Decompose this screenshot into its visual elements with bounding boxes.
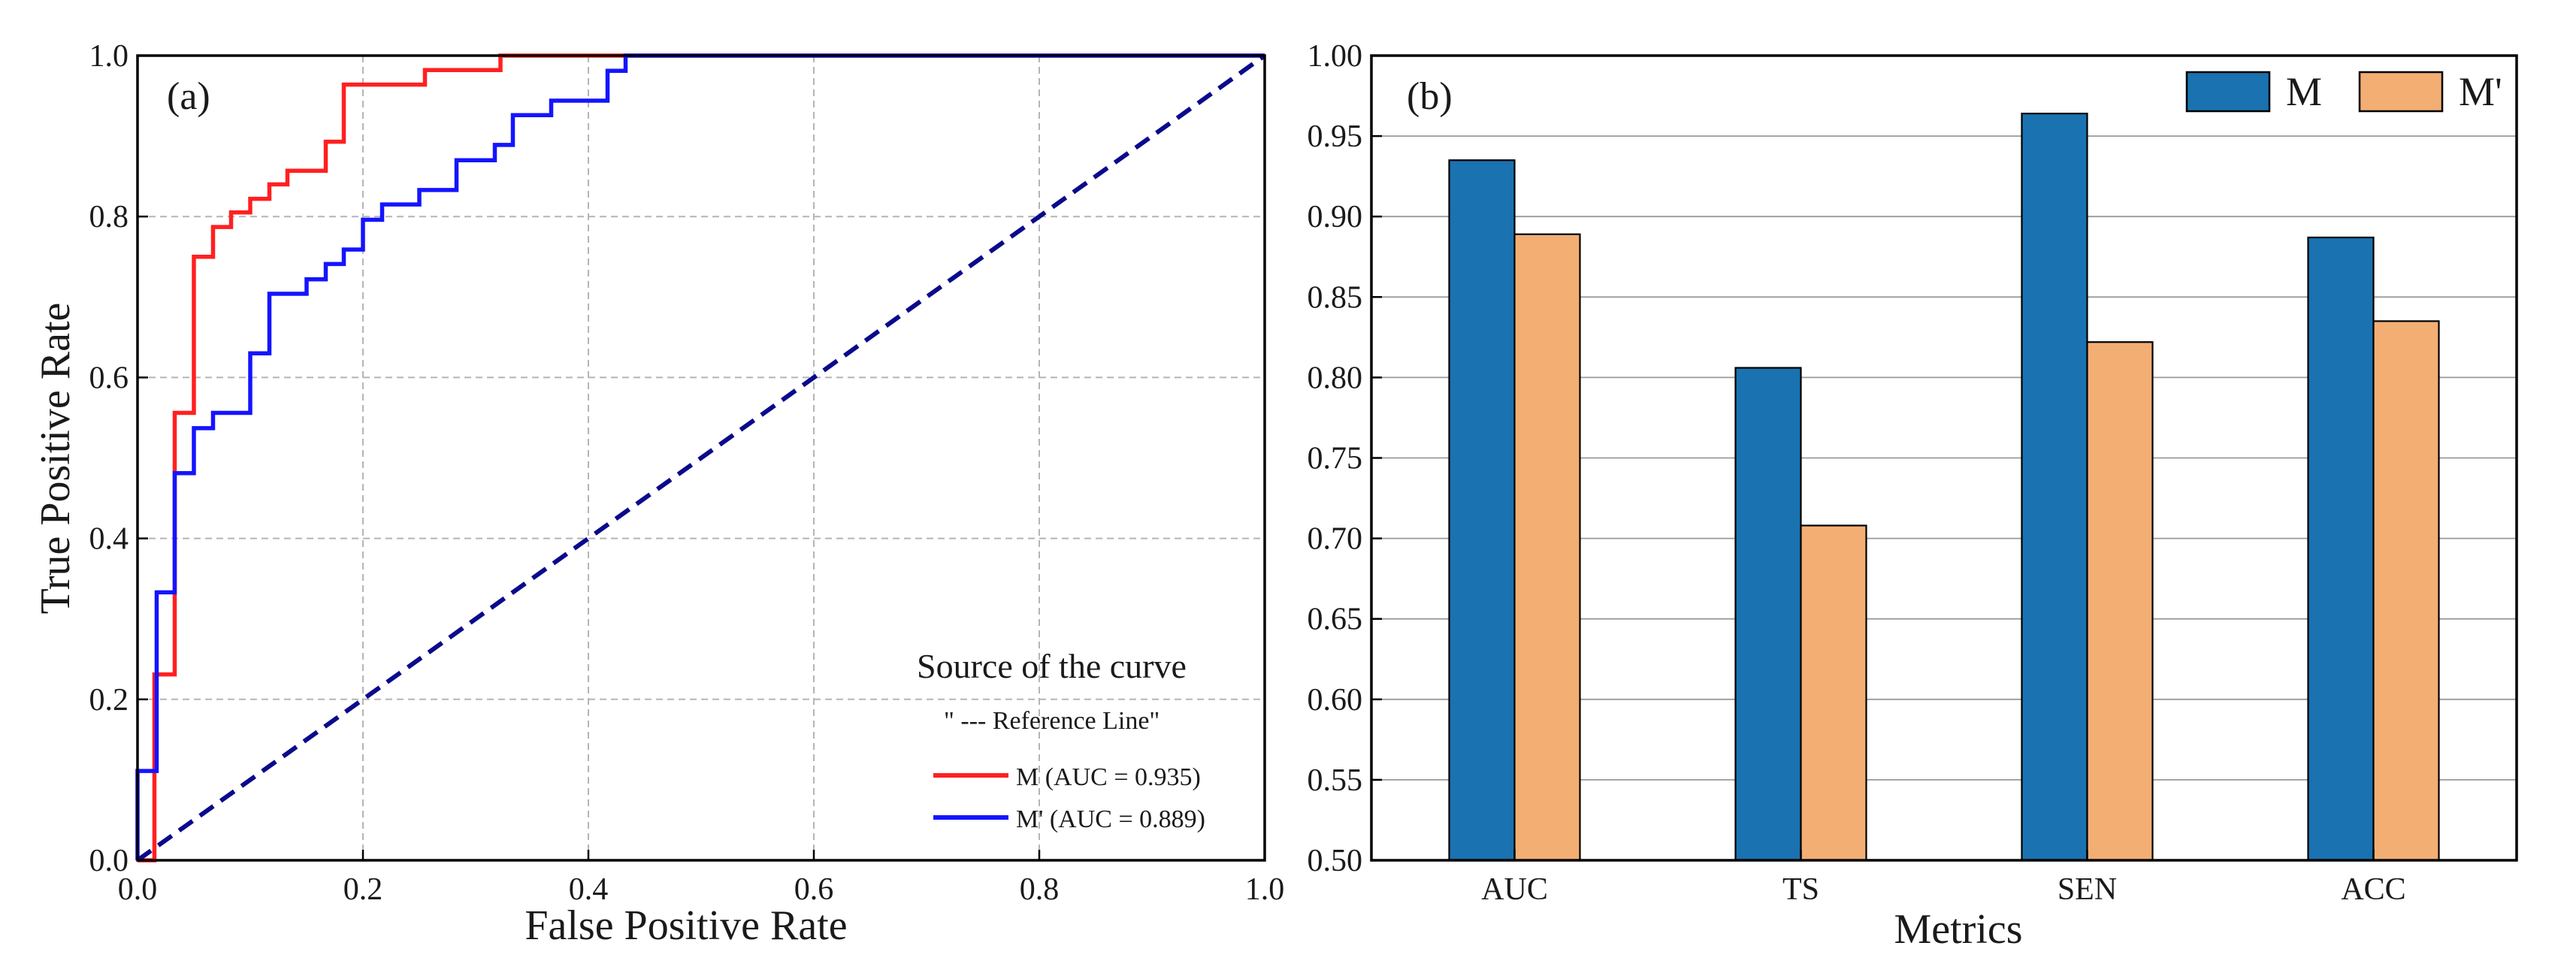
roc-legend-label-m: M (AUC = 0.935)	[1016, 763, 1201, 791]
roc-y-tick-label: 1.0	[89, 39, 129, 74]
roc-x-tick-label: 0.6	[794, 872, 834, 907]
bar-m-prime-ts	[1800, 524, 1867, 862]
bar-y-tick-label: 0.65	[1308, 603, 1363, 637]
roc-x-tick-label: 0.0	[118, 872, 158, 907]
bar-legend-swatch-m-prime	[2358, 71, 2444, 113]
bar-x-tick-label: AUC	[1481, 872, 1548, 907]
roc-x-axis-title: False Positive Rate	[525, 902, 847, 949]
roc-panel-label: (a)	[167, 75, 210, 118]
roc-y-tick-label: 0.6	[89, 361, 129, 395]
roc-y-axis-title: True Positive Rate	[32, 303, 79, 615]
bars	[1448, 113, 2440, 862]
roc-gridlines	[138, 56, 1265, 860]
roc-plot-frame	[136, 54, 1266, 862]
bar-y-tick-label: 0.70	[1308, 522, 1363, 557]
bar-y-tick-label: 0.50	[1308, 844, 1363, 878]
roc-x-tick-label: 0.4	[569, 872, 609, 907]
bar-m-prime-sen	[2086, 341, 2154, 862]
bar-x-axis-title: Metrics	[1894, 906, 2022, 953]
bar-ticks: 0.50 0.55 0.60 0.65 0.70 0.75 0.80 0.85 0.90 0.95…	[1308, 39, 2406, 907]
roc-reference-line	[136, 53, 1266, 863]
roc-x-tick-label: 0.2	[343, 872, 383, 907]
bar-m-ts	[1734, 367, 1802, 862]
roc-y-tick-label: 0.4	[89, 522, 129, 557]
roc-legend-reference-text: " --- Reference Line"	[944, 707, 1160, 735]
bar-y-tick-label: 0.90	[1308, 200, 1363, 234]
bar-legend-label-m-prime: M'	[2459, 69, 2502, 114]
bar-legend: M M'	[2185, 69, 2502, 114]
bar-m-prime-auc	[1513, 233, 1581, 862]
bar-y-tick-label: 1.00	[1308, 39, 1363, 74]
roc-curves	[135, 53, 1266, 863]
bar-y-tick-label: 0.95	[1308, 119, 1363, 154]
bar-legend-label-m: M	[2286, 69, 2322, 114]
roc-legend-label-m-prime: M' (AUC = 0.889)	[1016, 805, 1205, 833]
bar-x-tick-label: SEN	[2057, 872, 2117, 907]
bar-panel-label: (b)	[1407, 75, 1453, 118]
roc-y-tick-label: 0.0	[89, 844, 129, 878]
roc-panel: 0.0 0.2 0.4 0.6 0.8 1.0 0.0 0.2 0.4 0.6 0.8 1.0 (a)…	[32, 39, 1284, 949]
roc-ticks: 0.0 0.2 0.4 0.6 0.8 1.0 0.0 0.2 0.4 0.6 0.8 1.0	[89, 39, 1285, 907]
bar-m-sen	[2021, 113, 2088, 862]
bar-legend-swatch-m	[2185, 71, 2271, 113]
roc-y-tick-label: 0.2	[89, 683, 129, 718]
roc-legend: Source of the curve " --- Reference Line…	[917, 647, 1205, 833]
roc-curve-m-prime	[135, 53, 1265, 860]
bar-y-tick-label: 0.85	[1308, 280, 1363, 315]
bar-y-tick-label: 0.60	[1308, 683, 1363, 718]
bar-m-auc	[1448, 159, 1516, 862]
bar-x-tick-label: ACC	[2341, 872, 2405, 907]
bar-x-tick-label: TS	[1782, 872, 1819, 907]
roc-legend-title: Source of the curve	[917, 647, 1187, 685]
bar-y-tick-label: 0.75	[1308, 442, 1363, 476]
bar-y-tick-label: 0.55	[1308, 763, 1363, 798]
bar-m-prime-acc	[2372, 320, 2440, 862]
metrics-panel: 0.50 0.55 0.60 0.65 0.70 0.75 0.80 0.85 0.90 0.95…	[1308, 39, 2518, 953]
roc-x-tick-label: 1.0	[1245, 872, 1285, 907]
bar-m-acc	[2307, 236, 2375, 862]
roc-y-tick-label: 0.8	[89, 200, 129, 234]
roc-x-tick-label: 0.8	[1020, 872, 1060, 907]
roc-curve-m	[138, 53, 1265, 863]
bar-y-tick-label: 0.80	[1308, 361, 1363, 395]
